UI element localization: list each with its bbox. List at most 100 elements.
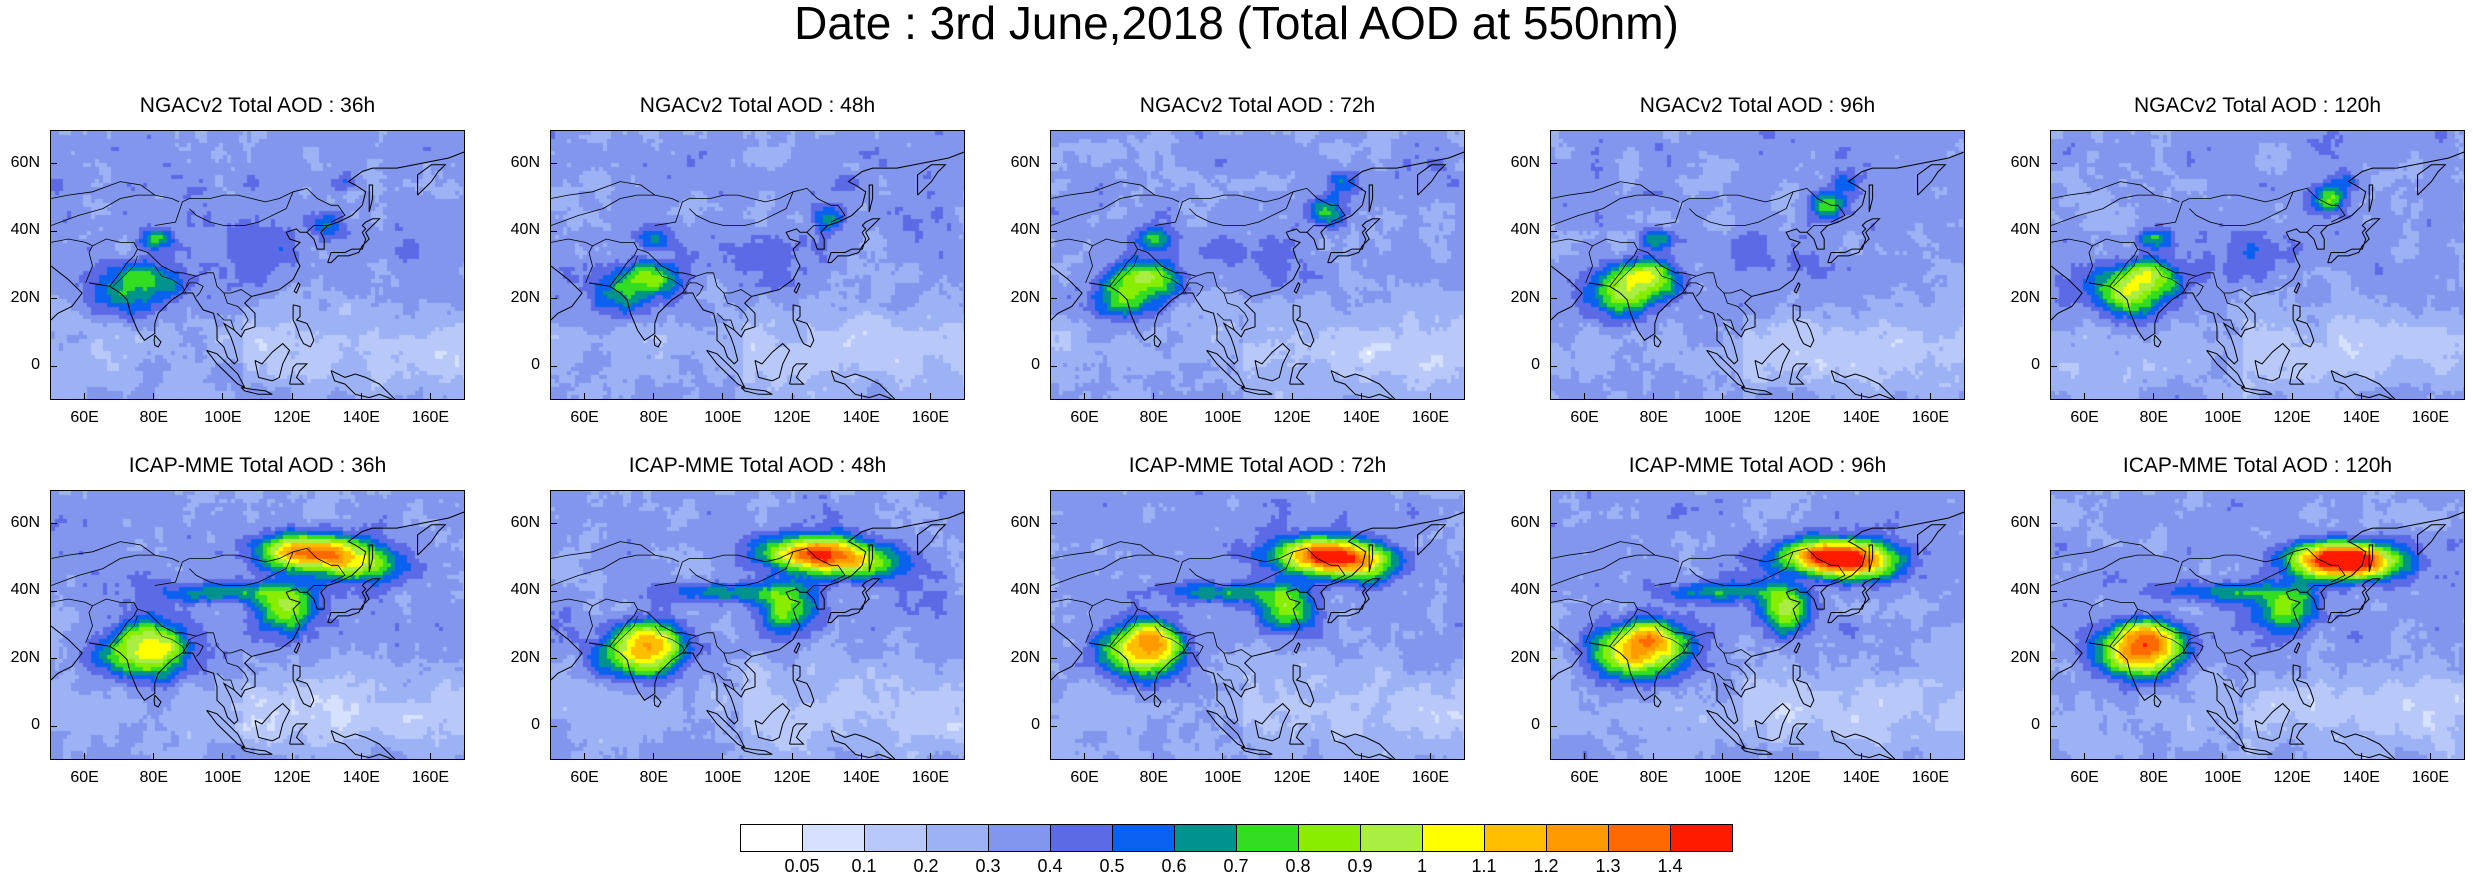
country-border — [1716, 673, 1735, 691]
country-border — [2051, 194, 2180, 226]
x-tick-label: 100E — [204, 409, 242, 426]
x-tick-label: 120E — [1773, 769, 1811, 786]
y-tick-mark — [1550, 298, 1557, 300]
colorbar-label: 0.2 — [913, 856, 939, 876]
coastline-overlay — [51, 511, 464, 759]
country-border — [1551, 238, 1714, 277]
x-tick-label: 80E — [2139, 769, 2168, 786]
x-tick-label: 160E — [1911, 769, 1950, 786]
country-border — [1216, 673, 1235, 691]
colorbar-label: 1.2 — [1533, 856, 1559, 876]
country-border — [689, 191, 794, 226]
river — [1113, 255, 1138, 287]
colorbar-label: 0.05 — [784, 856, 820, 876]
country-border — [551, 181, 656, 199]
x-tick-label: 80E — [639, 769, 668, 786]
coastline — [2327, 578, 2381, 624]
country-border — [689, 551, 794, 586]
y-tick-label: 60N — [2010, 513, 2040, 531]
x-tick-mark — [153, 393, 155, 400]
x-tick-label: 120E — [773, 409, 811, 426]
country-border — [1713, 272, 1752, 297]
x-tick-label: 100E — [1204, 769, 1242, 786]
coastline — [2240, 747, 2273, 755]
y-tick-label: 20N — [1510, 288, 1540, 306]
x-tick-mark — [291, 393, 293, 400]
coastline — [2293, 282, 2301, 294]
x-tick-label: 160E — [2411, 409, 2450, 426]
colorbar-swatch — [926, 824, 989, 852]
country-border — [609, 608, 638, 647]
coastline — [368, 184, 374, 213]
river — [2113, 255, 2138, 287]
coastline — [1368, 184, 1374, 213]
colorbar-label: 1.3 — [1595, 856, 1621, 876]
y-tick-label: 40N — [1010, 221, 1040, 239]
y-tick-label: 0 — [1031, 716, 1040, 734]
x-tick-label: 60E — [570, 769, 599, 786]
x-tick-label: 60E — [2070, 769, 2099, 786]
coastline-overlay — [1051, 511, 1464, 759]
country-border — [1051, 598, 1214, 637]
river — [154, 625, 187, 654]
coastline — [2153, 334, 2162, 348]
country-border — [1723, 292, 1749, 331]
aod-field — [1551, 491, 1964, 759]
river — [1113, 615, 1138, 647]
coastline — [789, 723, 809, 745]
y-tick-label: 0 — [31, 716, 40, 734]
x-tick-label: 140E — [1842, 769, 1880, 786]
x-tick-mark — [791, 753, 793, 760]
x-tick-label: 60E — [70, 409, 99, 426]
river — [185, 635, 197, 647]
coastline — [653, 334, 662, 348]
x-tick-mark — [860, 393, 862, 400]
country-border — [551, 194, 680, 226]
panel-title: NGACv2 Total AOD : 72h — [1139, 94, 1376, 117]
coastline — [2368, 184, 2374, 213]
coastline — [1868, 184, 1874, 213]
panel-title: ICAP-MME Total AOD : 120h — [2122, 454, 2393, 477]
x-tick-label: 140E — [842, 769, 880, 786]
colorbar-swatch — [802, 824, 865, 852]
country-border — [716, 673, 735, 691]
coastline — [88, 151, 464, 365]
y-tick-mark — [50, 298, 57, 300]
country-border — [2223, 292, 2249, 331]
coastline — [1153, 694, 1162, 708]
coastline — [327, 218, 381, 264]
colorbar-swatch — [1546, 824, 1609, 852]
country-border — [1551, 194, 1680, 226]
colorbar-label: 0.1 — [851, 856, 877, 876]
y-tick-mark — [550, 365, 557, 367]
country-border — [1051, 238, 1214, 277]
panel-title: ICAP-MME Total AOD : 72h — [1128, 454, 1387, 477]
river — [113, 615, 138, 647]
y-tick-mark — [550, 658, 557, 660]
coastline — [1653, 694, 1662, 708]
x-tick-label: 140E — [1342, 409, 1380, 426]
coastline — [793, 642, 801, 654]
y-tick-label: 0 — [1531, 356, 1540, 374]
x-tick-label: 100E — [2204, 769, 2242, 786]
country-border — [51, 238, 214, 277]
coastline — [2088, 151, 2464, 365]
y-tick-mark — [1550, 230, 1557, 232]
river — [1613, 255, 1638, 287]
y-tick-mark — [1550, 725, 1557, 727]
country-border — [806, 585, 828, 593]
x-tick-label: 120E — [773, 769, 811, 786]
colorbar-label: 0.9 — [1347, 856, 1373, 876]
country-border — [223, 292, 249, 331]
x-tick-mark — [429, 393, 431, 400]
x-tick-label: 100E — [1704, 769, 1742, 786]
coastline — [1551, 625, 1583, 681]
coastline — [1917, 524, 1947, 556]
river — [654, 625, 687, 654]
country-border — [1109, 248, 1138, 287]
colorbar-label: 1.4 — [1657, 856, 1683, 876]
coastline — [292, 304, 315, 348]
coastline — [1289, 723, 1309, 745]
y-tick-mark — [50, 725, 57, 727]
coastline — [1153, 334, 1162, 348]
